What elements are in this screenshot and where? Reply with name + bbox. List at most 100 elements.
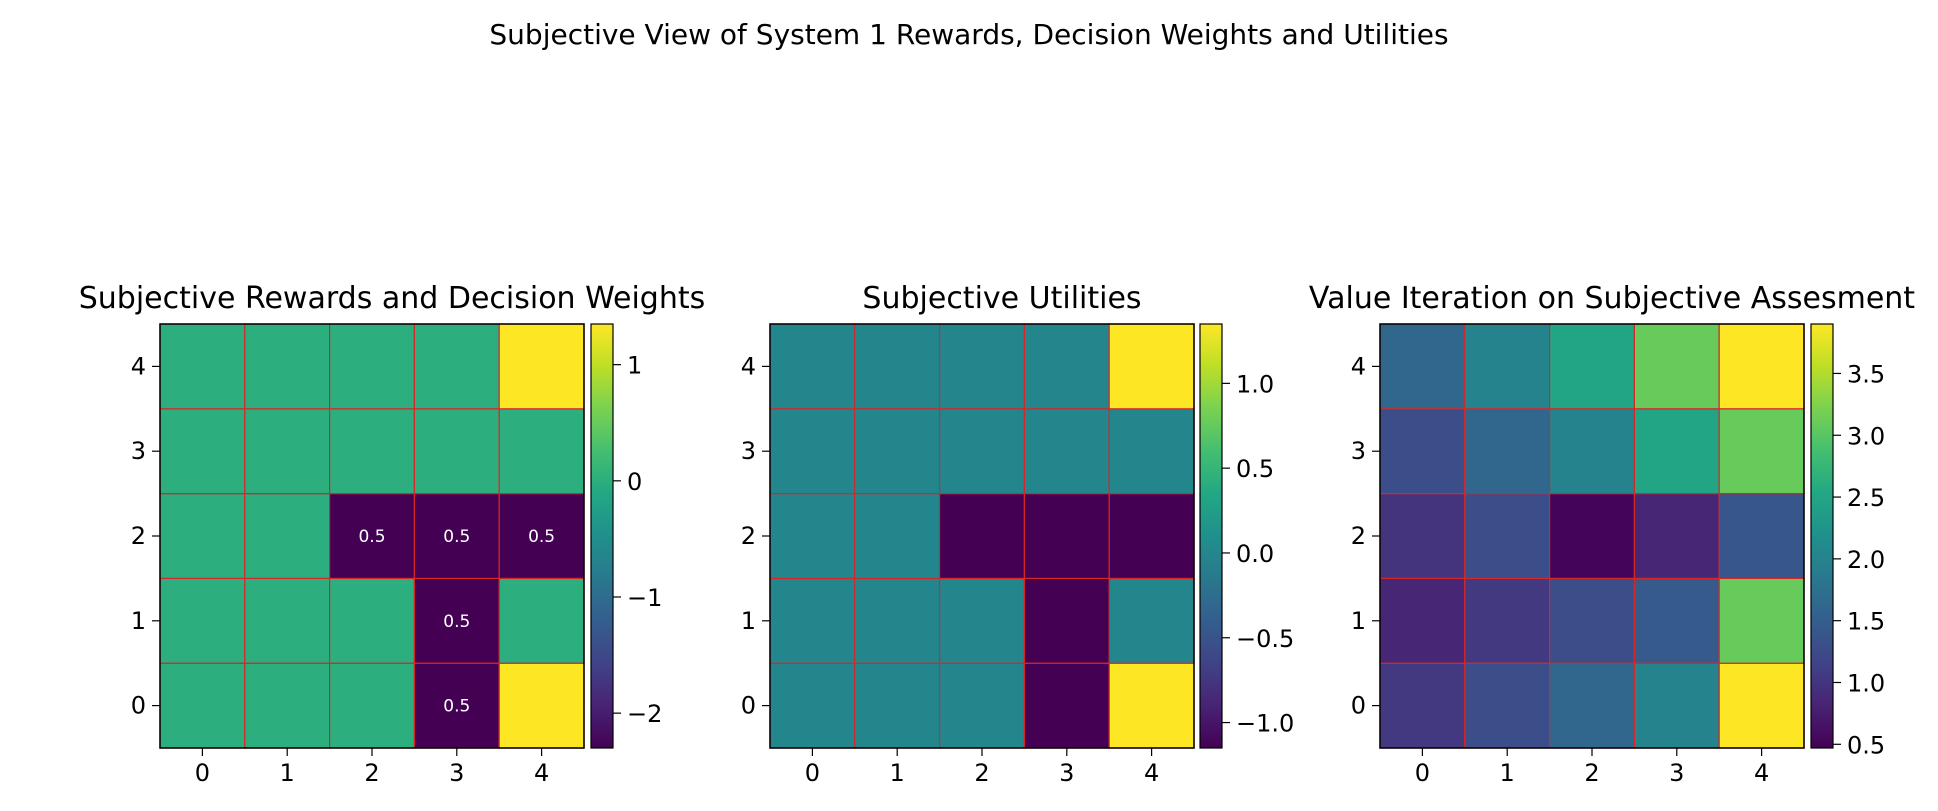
cell-annotation: 0.5 (528, 527, 555, 547)
colorbar-tick-label: −2 (627, 700, 662, 728)
x-tick-label: 4 (534, 759, 549, 787)
x-tick-label: 1 (1500, 759, 1515, 787)
heatmap-cell-r3-c4 (498, 408, 585, 495)
heatmap-cell-r3-c2 (329, 408, 416, 495)
heatmap-cell-r0-c2 (1548, 662, 1635, 749)
heatmap-cell-r2-c1 (244, 493, 331, 580)
heatmap-panel-0: Subjective Rewards and Decision Weights 0… (79, 281, 706, 787)
heatmap-cell-r0-c4 (1718, 662, 1805, 749)
heatmap-cell-r3-c3 (1023, 408, 1110, 495)
y-tick-label: 0 (741, 692, 756, 720)
colorbar-tick-label: 1 (627, 352, 642, 380)
heatmap-cell-r0-c0 (1379, 662, 1466, 749)
heatmap-cell-r1-c3 (1023, 577, 1110, 664)
heatmap-cell-r2-c4 (498, 493, 585, 580)
heatmap-cell-r1-c2 (1548, 577, 1635, 664)
y-tick-label: 3 (1351, 437, 1366, 465)
heatmap-cell-r1-c3 (413, 577, 500, 664)
heatmap-cell-r4-c0 (1379, 323, 1466, 410)
heatmap-cell-r4-c1 (244, 323, 331, 410)
heatmap-cell-r2-c1 (854, 493, 941, 580)
panel-title: Subjective Rewards and Decision Weights (79, 281, 706, 316)
colorbar-tick-label: −1.0 (1236, 710, 1294, 738)
cell-annotation: 0.5 (443, 697, 470, 717)
colorbar-tick-label: 1.5 (1847, 608, 1885, 636)
heatmap-cell-r4-c2 (329, 323, 416, 410)
y-tick-label: 2 (131, 522, 146, 550)
heatmap-cell-r4-c3 (1633, 323, 1720, 410)
colorbar-tick-label: −0.5 (1236, 625, 1294, 653)
x-tick-label: 4 (1144, 759, 1159, 787)
heatmap-cell-r3-c1 (1464, 408, 1551, 495)
heatmap-cell-r4-c2 (1548, 323, 1635, 410)
heatmap-cell-r2-c1 (1464, 493, 1551, 580)
colorbar-tick-label: 2.0 (1847, 546, 1885, 574)
heatmap-cell-r3-c4 (1718, 408, 1805, 495)
heatmap-cell-r3-c1 (854, 408, 941, 495)
heatmap-cell-r3-c1 (244, 408, 331, 495)
heatmap-cell-r1-c1 (244, 577, 331, 664)
x-tick-label: 0 (1415, 759, 1430, 787)
heatmap-cell-r1-c3 (1633, 577, 1720, 664)
heatmap-cell-r4-c1 (1464, 323, 1551, 410)
heatmap-cell-r0-c3 (1023, 662, 1110, 749)
heatmap-cell-r4-c4 (498, 323, 585, 410)
heatmap-cell-r1-c4 (1108, 577, 1195, 664)
x-tick-label: 4 (1754, 759, 1769, 787)
x-tick-label: 2 (1584, 759, 1599, 787)
y-tick-label: 4 (1351, 352, 1366, 380)
y-tick-label: 2 (741, 522, 756, 550)
heatmap-cell-r0-c4 (498, 662, 585, 749)
heatmap-cell-r1-c4 (1718, 577, 1805, 664)
heatmap-cell-r2-c0 (1379, 493, 1466, 580)
heatmap-cell-r2-c4 (1108, 493, 1195, 580)
heatmap-cell-r0-c4 (1108, 662, 1195, 749)
heatmap-cell-r4-c1 (854, 323, 941, 410)
x-tick-label: 3 (449, 759, 464, 787)
x-tick-label: 3 (1059, 759, 1074, 787)
panel-title: Value Iteration on Subjective Assesment (1309, 281, 1915, 316)
x-tick-label: 0 (195, 759, 210, 787)
heatmap-cell-r2-c3 (413, 493, 500, 580)
heatmap-cell-r1-c0 (159, 577, 246, 664)
y-tick-label: 1 (1351, 607, 1366, 635)
colorbar (590, 323, 614, 749)
heatmap-cell-r4-c3 (1023, 323, 1110, 410)
heatmap-cell-r3-c0 (769, 408, 856, 495)
colorbar-tick-label: 2.5 (1847, 484, 1885, 512)
heatmap-cell-r4-c4 (1108, 323, 1195, 410)
cell-annotation: 0.5 (443, 527, 470, 547)
heatmap-cell-r2-c3 (1633, 493, 1720, 580)
figure-title: Subjective View of System 1 Rewards, Dec… (489, 18, 1448, 51)
heatmap-cell-r0-c2 (938, 662, 1025, 749)
y-tick-label: 3 (131, 437, 146, 465)
heatmap-cell-r2-c2 (1548, 493, 1635, 580)
heatmap-cell-r2-c0 (159, 493, 246, 580)
colorbar-tick-label: 0 (627, 468, 642, 496)
heatmap-cell-r0-c3 (1633, 662, 1720, 749)
colorbar (1810, 323, 1834, 749)
heatmap-cell-r0-c1 (854, 662, 941, 749)
colorbar-tick-label: −1 (627, 584, 662, 612)
cell-annotation: 0.5 (443, 612, 470, 632)
heatmap-cell-r4-c0 (769, 323, 856, 410)
heatmap-cell-r3-c2 (1548, 408, 1635, 495)
heatmap-cell-r3-c3 (413, 408, 500, 495)
heatmap-cell-r3-c0 (159, 408, 246, 495)
y-tick-label: 4 (741, 352, 756, 380)
heatmap-cell-r3-c3 (1633, 408, 1720, 495)
colorbar-tick-label: 0.0 (1236, 540, 1274, 568)
colorbar-tick-label: 1.0 (1236, 370, 1274, 398)
heatmap-cell-r0-c0 (159, 662, 246, 749)
y-tick-label: 1 (741, 607, 756, 635)
heatmap-cell-r1-c0 (769, 577, 856, 664)
y-tick-label: 4 (131, 352, 146, 380)
heatmap-cell-r1-c0 (1379, 577, 1466, 664)
heatmap-cell-r3-c2 (938, 408, 1025, 495)
panel-title: Subjective Utilities (862, 281, 1141, 316)
colorbar-tick-label: 1.0 (1847, 669, 1885, 697)
heatmap-panel-2: Value Iteration on Subjective Assesment 0… (1309, 281, 1915, 787)
colorbar-tick-label: 3.5 (1847, 360, 1885, 388)
heatmap-cell-r3-c0 (1379, 408, 1466, 495)
